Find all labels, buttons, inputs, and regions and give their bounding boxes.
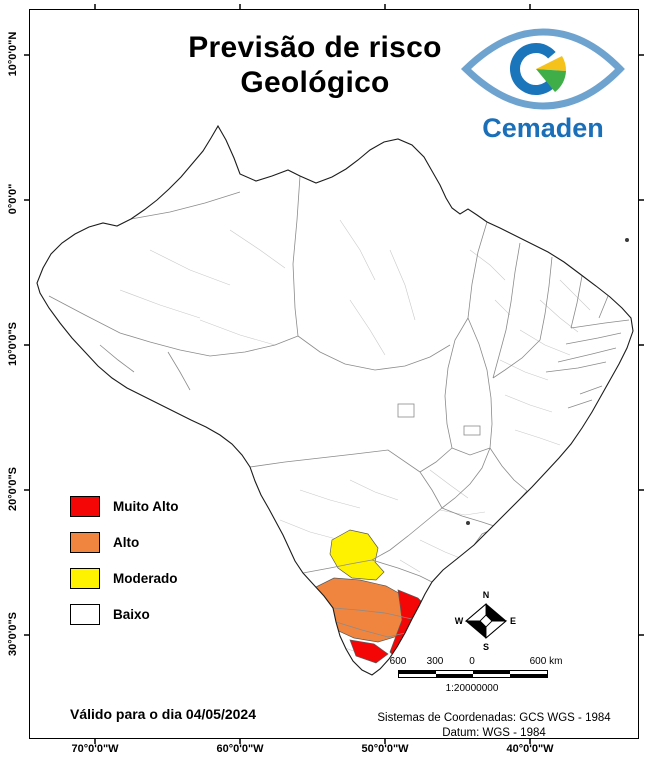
brazil-landmass bbox=[37, 126, 633, 675]
scale-label-600-km: 600 km bbox=[529, 656, 563, 667]
coordinate-info: Sistemas de Coordenadas: GCS WGS - 1984 … bbox=[350, 711, 638, 741]
cemaden-logo-text: Cemaden bbox=[482, 113, 604, 143]
legend-item-baixo: Baixo bbox=[70, 604, 178, 625]
legend-item-moderado: Moderado bbox=[70, 568, 178, 589]
axis-ticks bbox=[24, 4, 644, 744]
lon-label-40w: 40°0'0"W bbox=[506, 743, 554, 755]
legend-label-muito-alto: Muito Alto bbox=[113, 499, 179, 514]
legend-label-alto: Alto bbox=[113, 535, 140, 550]
state-boundaries bbox=[48, 175, 630, 638]
legend-swatch-alto bbox=[70, 532, 100, 553]
compass-e-label: E bbox=[510, 616, 516, 626]
risk-area-muito-alto-2 bbox=[349, 639, 389, 664]
municipality-boundaries bbox=[119, 219, 591, 656]
legend-item-alto: Alto bbox=[70, 532, 178, 553]
compass-icon: N W E S bbox=[455, 590, 516, 652]
island-markers bbox=[466, 238, 629, 525]
scale-ratio: 1:20000000 bbox=[445, 683, 499, 694]
distrito-federal-boundary bbox=[463, 425, 481, 436]
scale-label-600-left: 600 bbox=[389, 656, 407, 667]
lat-label-20s: 20°0'0"S bbox=[7, 466, 19, 512]
datum-text: Datum: WGS - 1984 bbox=[442, 726, 546, 739]
compass-n-label: N bbox=[483, 590, 490, 600]
page-title-line1: Previsão de risco bbox=[188, 31, 442, 64]
legend-swatch-moderado bbox=[70, 568, 100, 589]
scale-bar: 600 300 0 600 km 1:20000000 bbox=[390, 656, 564, 698]
legend-item-muito-alto: Muito Alto bbox=[70, 496, 178, 517]
lat-label-30s: 30°0'0"S bbox=[7, 611, 19, 657]
risk-area-moderado bbox=[329, 529, 385, 581]
legend-label-moderado: Moderado bbox=[113, 571, 178, 586]
compass-s-label: S bbox=[483, 642, 489, 652]
scale-bar-graphic bbox=[398, 670, 548, 678]
valid-date-text: Válido para o dia 04/05/2024 bbox=[70, 706, 256, 722]
small-area-boundary bbox=[397, 403, 415, 418]
compass-w-label: W bbox=[455, 616, 464, 626]
legend-swatch-muito-alto bbox=[70, 496, 100, 517]
legend: Muito Alto Alto Moderado Baixo bbox=[70, 496, 178, 640]
coordinate-system-text: Sistemas de Coordenadas: GCS WGS - 1984 bbox=[377, 712, 611, 724]
brazil-outline bbox=[36, 124, 634, 676]
lon-label-50w: 50°0'0"W bbox=[361, 743, 409, 755]
page-title-line2: Geológico bbox=[240, 66, 390, 100]
scale-label-0: 0 bbox=[469, 656, 475, 667]
lat-label-10n: 10°0'0"N bbox=[7, 31, 19, 77]
cemaden-eye-icon bbox=[460, 28, 625, 110]
page-title: Previsão de risco Geológico bbox=[115, 30, 515, 101]
lon-label-60w: 60°0'0"W bbox=[216, 743, 264, 755]
scale-label-300: 300 bbox=[426, 656, 444, 667]
legend-label-baixo: Baixo bbox=[113, 607, 150, 622]
cemaden-logo: Cemaden bbox=[452, 26, 634, 144]
lon-label-70w: 70°0'0"W bbox=[71, 743, 119, 755]
legend-swatch-baixo bbox=[70, 604, 100, 625]
lat-label-0: 0°0'0" bbox=[7, 183, 19, 215]
lat-label-10s: 10°0'0"S bbox=[7, 321, 19, 367]
compass-rose: N W E S bbox=[452, 588, 520, 657]
